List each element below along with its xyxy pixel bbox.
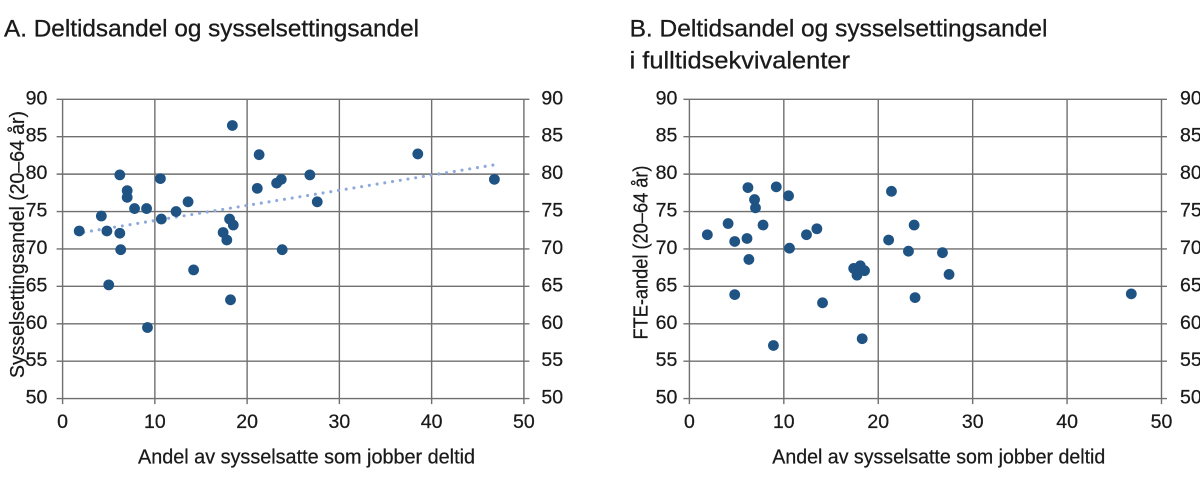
svg-text:75: 75	[1180, 200, 1200, 222]
svg-text:30: 30	[329, 411, 351, 433]
svg-text:i fulltidsekvivalenter: i fulltidsekvivalenter	[630, 48, 850, 75]
svg-text:60: 60	[541, 312, 563, 334]
svg-text:75: 75	[541, 200, 563, 222]
svg-text:30: 30	[962, 411, 984, 433]
svg-text:85: 85	[656, 125, 678, 147]
svg-text:70: 70	[26, 237, 48, 259]
svg-text:85: 85	[26, 125, 48, 147]
svg-text:50: 50	[1151, 411, 1173, 433]
svg-text:20: 20	[236, 411, 258, 433]
svg-text:A. Deltidsandel og sysselsetti: A. Deltidsandel og sysselsettingsandel	[4, 16, 419, 43]
svg-text:60: 60	[26, 312, 48, 334]
svg-text:65: 65	[541, 274, 563, 296]
svg-text:90: 90	[656, 87, 678, 109]
svg-text:90: 90	[1180, 87, 1200, 109]
svg-text:40: 40	[421, 411, 443, 433]
svg-text:65: 65	[26, 274, 48, 296]
svg-text:50: 50	[26, 387, 48, 409]
svg-text:50: 50	[1180, 387, 1200, 409]
svg-text:65: 65	[656, 274, 678, 296]
svg-text:50: 50	[656, 387, 678, 409]
svg-text:75: 75	[26, 200, 48, 222]
svg-text:20: 20	[867, 411, 889, 433]
svg-text:70: 70	[1180, 237, 1200, 259]
svg-text:0: 0	[684, 411, 695, 433]
svg-text:80: 80	[656, 162, 678, 184]
svg-text:60: 60	[656, 312, 678, 334]
svg-text:Andel av sysselsatte som jobbe: Andel av sysselsatte som jobber deltid	[138, 447, 475, 469]
svg-text:55: 55	[541, 349, 563, 371]
svg-text:85: 85	[1180, 125, 1200, 147]
svg-text:80: 80	[1180, 162, 1200, 184]
svg-text:FTE-andel (20–64 år): FTE-andel (20–64 år)	[631, 166, 653, 340]
svg-text:55: 55	[1180, 349, 1200, 371]
svg-text:85: 85	[541, 125, 563, 147]
svg-text:80: 80	[541, 162, 563, 184]
svg-text:50: 50	[513, 411, 535, 433]
svg-text:50: 50	[541, 387, 563, 409]
svg-text:70: 70	[656, 237, 678, 259]
svg-text:80: 80	[26, 162, 48, 184]
svg-text:Sysselsettingsandel (20–64 år): Sysselsettingsandel (20–64 år)	[7, 111, 29, 378]
svg-text:90: 90	[541, 87, 563, 109]
svg-text:55: 55	[656, 349, 678, 371]
svg-text:55: 55	[26, 349, 48, 371]
svg-text:75: 75	[656, 200, 678, 222]
svg-text:10: 10	[773, 411, 795, 433]
svg-text:B. Deltidsandel og sysselsetti: B. Deltidsandel og sysselsettingsandel	[630, 16, 1048, 43]
svg-text:40: 40	[1056, 411, 1078, 433]
svg-text:Andel av sysselsatte som jobbe: Andel av sysselsatte som jobber deltid	[772, 447, 1105, 469]
svg-text:70: 70	[541, 237, 563, 259]
svg-text:10: 10	[144, 411, 166, 433]
svg-text:0: 0	[57, 411, 68, 433]
svg-text:60: 60	[1180, 312, 1200, 334]
svg-text:65: 65	[1180, 274, 1200, 296]
svg-text:90: 90	[26, 87, 48, 109]
